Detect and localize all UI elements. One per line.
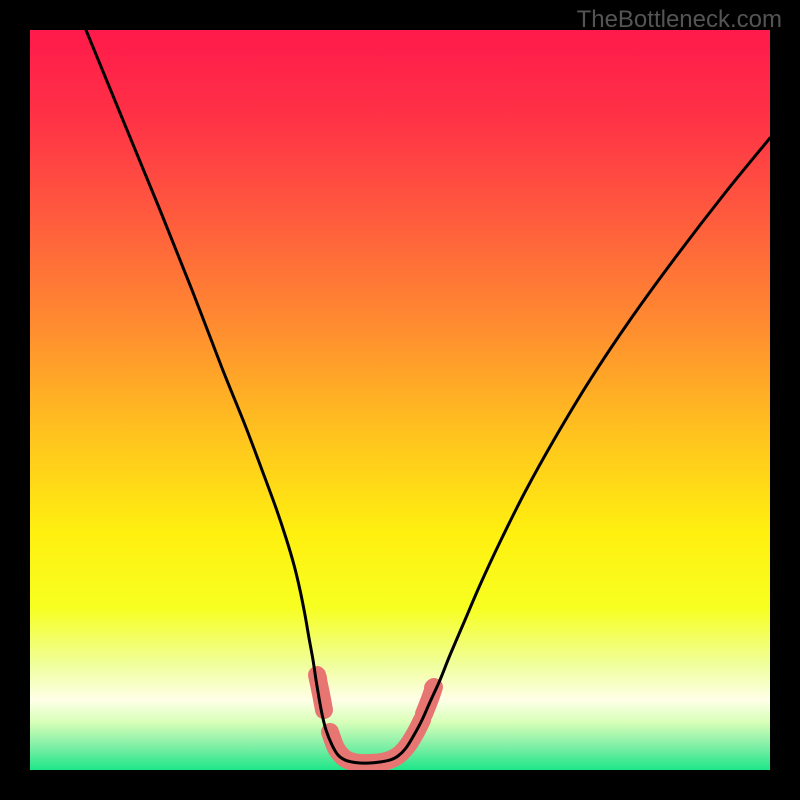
chart-frame: TheBottleneck.com <box>0 0 800 800</box>
highlight-segment <box>330 720 422 763</box>
chart-svg-layer <box>30 30 770 770</box>
plot-area <box>30 30 770 770</box>
bottleneck-curve <box>86 30 770 763</box>
